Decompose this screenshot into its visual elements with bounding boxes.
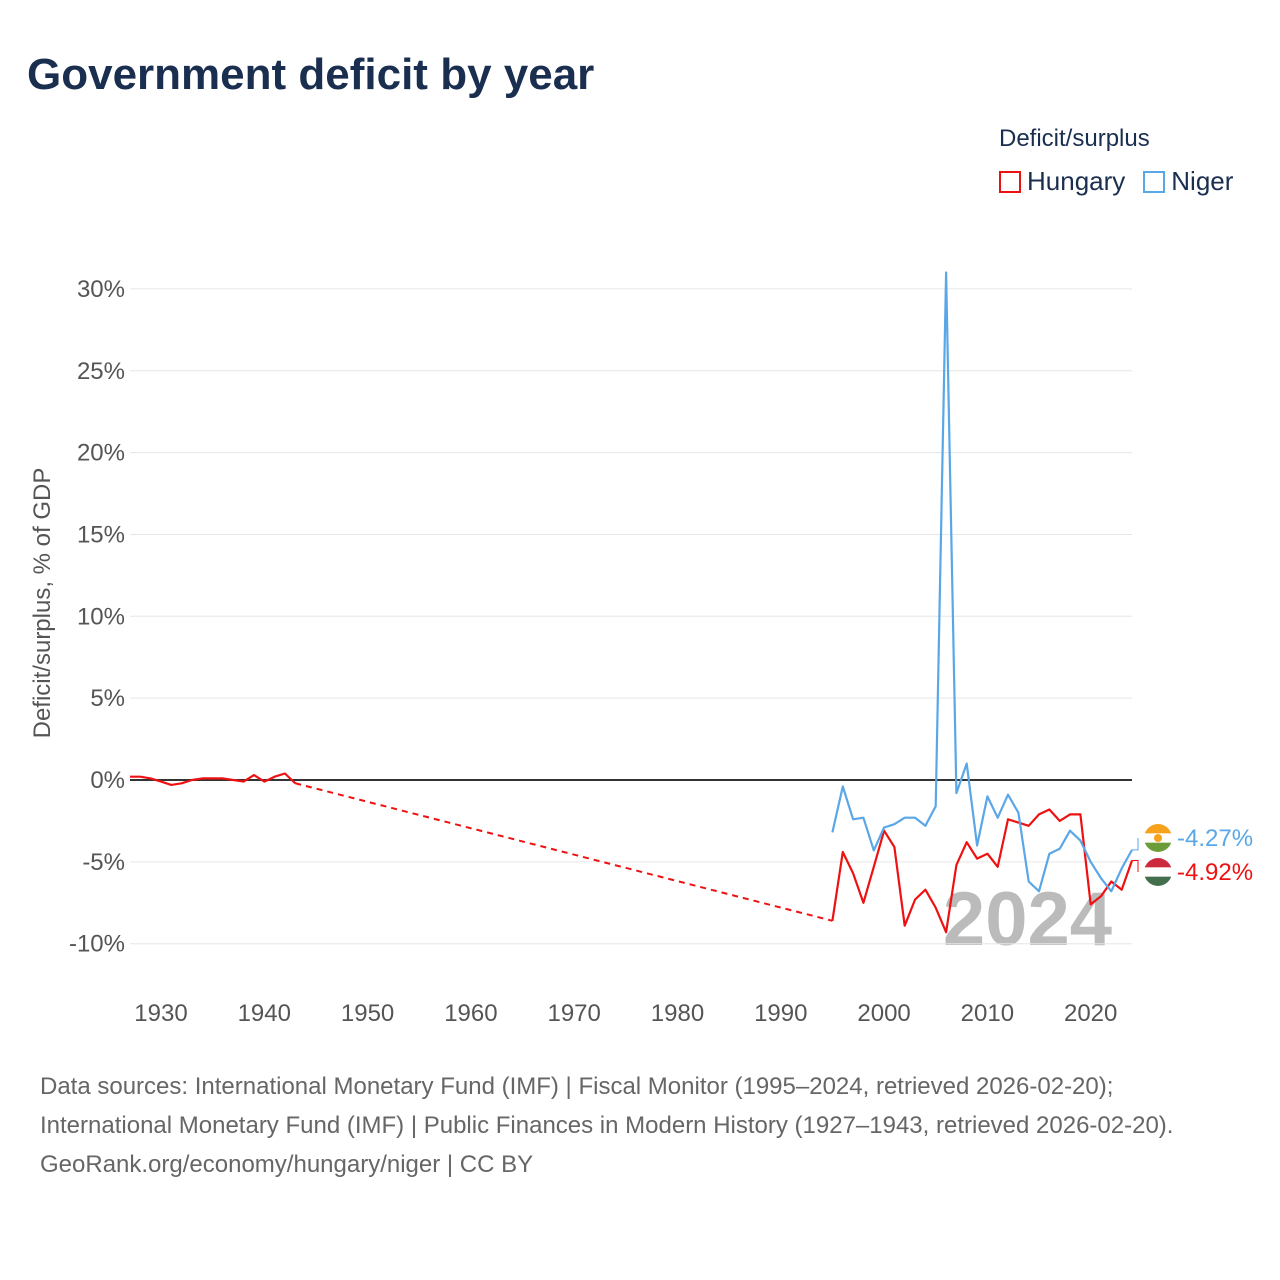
flag-sun (1154, 834, 1162, 842)
legend-title: Deficit/surplus (999, 125, 1150, 152)
x-tick-label: 1970 (547, 1000, 600, 1027)
flag-stripe (1144, 842, 1172, 852)
y-tick-label: 25% (77, 358, 125, 385)
gap-line-hungary (295, 782, 833, 922)
flag-stripe (1144, 824, 1172, 834)
x-tick-label: 1950 (341, 1000, 394, 1027)
flag-stripe (1144, 867, 1172, 878)
attribution-link[interactable]: GeoRank.org/economy/hungary/niger | CC B… (40, 1151, 534, 1178)
page-title: Government deficit by year (27, 50, 595, 99)
legend-item-niger[interactable]: Niger (1143, 166, 1233, 197)
x-tick-label: 1930 (134, 1000, 187, 1027)
series-line-niger (831, 271, 1133, 893)
end-connector (1132, 838, 1139, 851)
x-tick-label: 1960 (444, 1000, 497, 1027)
x-tick-label: 1980 (651, 1000, 704, 1027)
x-tick-label: 1940 (238, 1000, 291, 1027)
y-tick-label: 15% (77, 521, 125, 548)
y-tick-label: 5% (90, 685, 125, 712)
y-tick-label: 30% (77, 276, 125, 303)
end-connector (1132, 860, 1139, 872)
end-value-label-niger: -4.27% (1177, 825, 1253, 852)
year-watermark: 2024 (943, 877, 1112, 962)
flag-icon-hungary (1144, 858, 1172, 886)
x-tick-label: 2020 (1064, 1000, 1117, 1027)
legend-label: Hungary (1027, 166, 1126, 196)
series-line-hungary (130, 772, 297, 787)
x-tick-label: 1990 (754, 1000, 807, 1027)
legend-swatch-hungary (999, 170, 1021, 193)
line-chart: Deficit/surplus, % of GDP 2024 30% 25% 20%… (29, 271, 1253, 1027)
y-tick-label: 20% (77, 440, 125, 467)
data-sources: Data sources: International Monetary Fun… (40, 1073, 1174, 1139)
y-tick-label: 10% (77, 603, 125, 630)
legend: Hungary Niger (999, 166, 1233, 197)
flag-stripe (1144, 876, 1172, 886)
legend-item-hungary[interactable]: Hungary (999, 166, 1125, 197)
legend-label: Niger (1171, 166, 1234, 196)
series-line-hungary (831, 808, 1134, 934)
y-tick-label: -5% (82, 849, 125, 876)
flag-icon-niger (1144, 824, 1172, 852)
x-tick-label: 2010 (961, 1000, 1014, 1027)
x-tick-label: 2000 (857, 1000, 910, 1027)
flag-stripe (1144, 858, 1172, 868)
y-tick-label: 0% (90, 767, 125, 794)
y-axis-label: Deficit/surplus, % of GDP (29, 468, 56, 739)
legend-swatch-niger (1143, 170, 1166, 193)
end-value-label-hungary: -4.92% (1177, 859, 1253, 886)
footer: Data sources: International Monetary Fun… (40, 1067, 1240, 1184)
y-tick-label: -10% (69, 931, 125, 958)
